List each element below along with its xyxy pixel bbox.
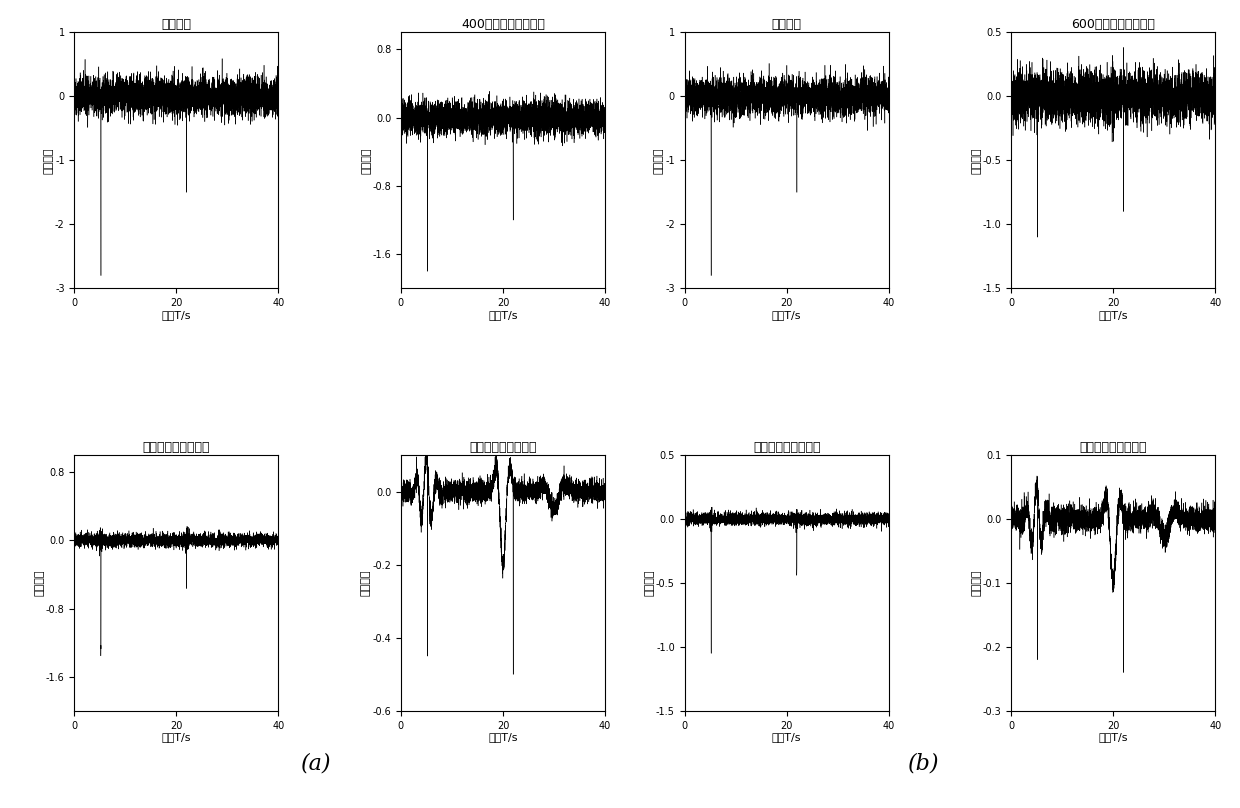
Y-axis label: 信号幅值: 信号幅值 — [645, 570, 655, 596]
Title: 原始信号: 原始信号 — [161, 18, 191, 32]
Y-axis label: 信号幅值: 信号幅值 — [43, 147, 53, 174]
X-axis label: 时间T/s: 时间T/s — [771, 732, 801, 743]
Title: 原始信号: 原始信号 — [771, 18, 801, 32]
Title: 硬阈值最终去噪信号: 硬阈值最终去噪信号 — [753, 440, 821, 454]
X-axis label: 时间T/s: 时间T/s — [489, 732, 518, 743]
X-axis label: 时间T/s: 时间T/s — [161, 732, 191, 743]
Title: 600粒子状态初步估计: 600粒子状态初步估计 — [1071, 18, 1156, 32]
Y-axis label: 信号幅值: 信号幅值 — [361, 147, 371, 174]
X-axis label: 时间T/s: 时间T/s — [161, 309, 191, 319]
Title: 软阈值最终去噪信号: 软阈值最终去噪信号 — [1079, 440, 1147, 454]
Title: 400粒子状态初步估计: 400粒子状态初步估计 — [461, 18, 544, 32]
X-axis label: 时间T/s: 时间T/s — [771, 309, 801, 319]
Y-axis label: 信号幅值: 信号幅值 — [361, 570, 371, 596]
X-axis label: 时间T/s: 时间T/s — [1099, 309, 1128, 319]
X-axis label: 时间T/s: 时间T/s — [1099, 732, 1128, 743]
Y-axis label: 信号幅值: 信号幅值 — [35, 570, 45, 596]
Title: 硬阈值最终去噪信号: 硬阈值最终去噪信号 — [143, 440, 211, 454]
Y-axis label: 信号幅值: 信号幅值 — [653, 147, 663, 174]
Text: (b): (b) — [908, 752, 940, 775]
Y-axis label: 信号幅值: 信号幅值 — [971, 147, 981, 174]
Title: 软阈值最终去噪信号: 软阈值最终去噪信号 — [469, 440, 537, 454]
X-axis label: 时间T/s: 时间T/s — [489, 309, 518, 319]
Y-axis label: 信号幅值: 信号幅值 — [971, 570, 981, 596]
Text: (a): (a) — [301, 752, 331, 775]
